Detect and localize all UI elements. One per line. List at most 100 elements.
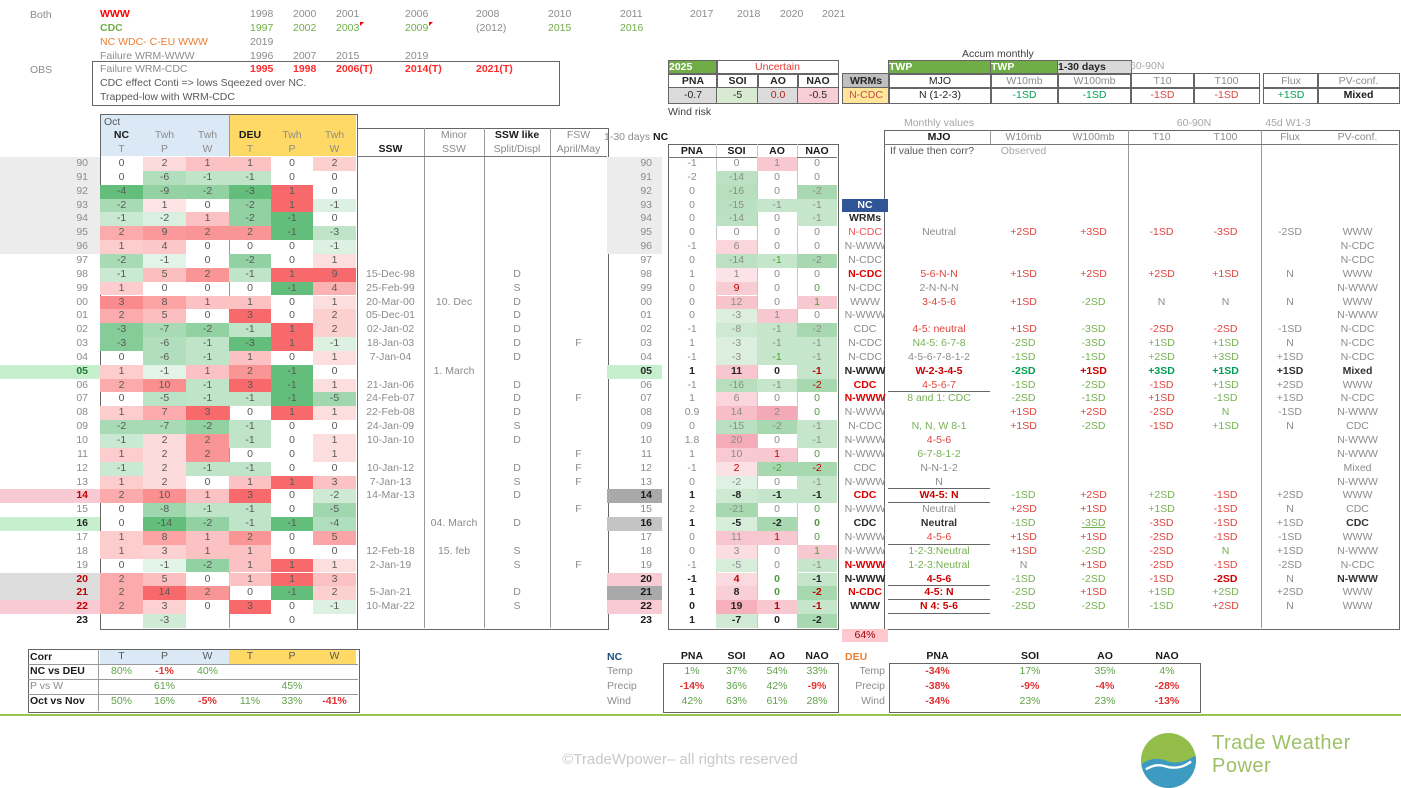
index-cell[interactable]: 0 [814,240,820,253]
ssw-date[interactable]: 22-Feb-08 [366,406,415,419]
monthly-cell[interactable]: -1SD [1081,350,1106,363]
monthly-cell[interactable]: N-WWW [1337,447,1378,460]
heat-cell[interactable]: 0 [331,544,338,557]
heat-cell[interactable]: 1 [313,253,356,268]
heat-cell[interactable]: -1 [271,364,313,379]
row-year-right[interactable]: 97 [640,253,652,266]
index-cell[interactable]: 0 [689,544,695,557]
heat-cell[interactable]: 1 [229,295,271,310]
deu-value[interactable]: -9% [1020,680,1040,692]
monthly-cell[interactable]: -1SD [1213,517,1238,530]
deu-value[interactable]: -28% [1154,680,1180,692]
ssw-type[interactable]: D [513,517,521,530]
index-cell[interactable]: 1 [689,489,695,502]
top-header-mjo[interactable]: MJO [888,73,992,89]
index-cell[interactable]: 0 [814,517,820,530]
top-header-w100mb[interactable]: W100mb [1057,73,1132,89]
index-cell[interactable]: 0 [774,184,780,197]
index-cell[interactable]: 0 [814,267,820,280]
index-cell[interactable]: 0 [689,600,695,613]
heat-cell[interactable]: 1 [313,447,356,462]
wrm-percent-cell[interactable]: 64% [842,629,888,642]
index-cell[interactable]: -1 [757,198,797,213]
index-cell[interactable]: 0 [774,503,780,516]
heat-cell[interactable]: 0 [204,475,211,488]
heat-cell[interactable]: 0 [289,434,295,446]
monthly-cell[interactable]: 6-7-8-1-2 [917,447,961,460]
row-year-right[interactable]: 06 [640,378,652,391]
monthly-cell[interactable]: Mixed [1343,461,1372,474]
heat-cell[interactable]: -1 [229,420,271,434]
index-cell[interactable]: 1 [757,309,797,324]
heat-cell[interactable]: 0 [289,614,295,627]
heat-cell[interactable]: 1 [100,281,143,296]
row-year-right[interactable]: 14 [607,489,662,504]
corr-value[interactable]: -1% [155,665,174,677]
heat-cell[interactable]: 0 [289,503,295,516]
heat-cell[interactable]: 4 [313,281,356,296]
ssw-date[interactable]: 21-Jan-06 [366,378,415,391]
monthly-cell[interactable]: CDC [1346,420,1369,433]
ssw-date[interactable]: 24-Feb-07 [366,392,415,405]
heat-cell[interactable]: 1 [186,295,229,310]
heat-cell[interactable]: 1 [229,350,271,365]
row-year-left[interactable]: 12 [76,461,88,474]
heat-cell[interactable]: -2 [313,489,356,504]
index-cell[interactable]: 0 [774,170,780,183]
monthly-cell[interactable]: N-CDC [1340,558,1375,571]
monthly-cell[interactable]: N-CDC [1340,323,1375,336]
monthly-cell[interactable]: N [1221,406,1230,419]
monthly-cell[interactable]: -1SD [1213,558,1238,571]
row-year-right[interactable]: 95 [607,226,662,241]
fsw-flag[interactable]: F [575,503,582,516]
heat-cell[interactable]: 2 [186,267,229,282]
monthly-cell[interactable]: -1SD [1011,517,1036,530]
ssw-date[interactable]: 10-Jan-12 [366,461,415,474]
heat-cell[interactable]: -2 [229,253,271,268]
monthly-cell[interactable]: -2SD [1149,530,1174,543]
index-cell[interactable]: 0 [774,434,780,446]
ssw-type[interactable]: D [513,586,521,599]
monthly-cell[interactable]: 4-5-6 [926,434,952,446]
wrm-cell[interactable]: N-WWW [844,240,886,253]
monthly-cell[interactable]: N [1286,295,1294,308]
top-header-w10mb[interactable]: W10mb [990,73,1059,89]
row-year-right[interactable]: 20 [607,572,662,587]
monthly-cell[interactable]: -2SD [1278,226,1302,239]
heat-cell[interactable]: 1 [313,350,356,365]
heat-cell[interactable]: 3 [313,475,356,490]
monthly-cell[interactable]: -2SD [1149,558,1174,571]
minor-ssw-date[interactable]: 1. March [433,364,475,377]
row-year-left[interactable]: 02 [76,323,88,336]
index-cell[interactable]: 14 [716,406,757,421]
heat-cell[interactable]: 1 [186,364,229,379]
row-year-left[interactable]: 14 [0,489,100,504]
monthly-cell[interactable]: +2SD [1212,586,1239,599]
monthly-cell[interactable]: N-CDC [1340,392,1375,405]
heat-cell[interactable]: -14 [143,517,186,531]
index-cell[interactable]: 0 [774,475,780,488]
index-cell[interactable]: -7 [716,614,757,628]
index-cell[interactable]: 1 [689,364,695,377]
monthly-cell[interactable]: N [1286,337,1294,350]
wrm-cell[interactable]: N-WWW [844,572,886,585]
heat-cell[interactable]: -7 [143,420,186,434]
corr-value[interactable]: 11% [239,695,261,707]
monthly-cell[interactable]: -2SD [1081,544,1106,557]
monthly-cell[interactable]: N-CDC [1340,350,1375,363]
minor-ssw-date[interactable]: 04. March [430,517,478,530]
heat-cell[interactable]: -1 [186,350,229,365]
heat-cell[interactable]: -1 [271,392,313,407]
monthly-cell[interactable]: WWW [1342,295,1373,308]
heat-cell[interactable]: 2 [100,309,143,324]
heat-cell[interactable]: 1 [313,558,356,573]
monthly-cell[interactable]: +1SD [1276,364,1304,377]
deu-value[interactable]: 23% [1094,695,1116,707]
heat-cell[interactable]: 0 [331,461,338,474]
row-year-right[interactable]: 12 [640,461,652,474]
index-cell[interactable]: -1 [757,350,797,365]
monthly-cell[interactable]: -3SD [1149,517,1174,530]
monthly-cell[interactable]: 2-N-N-N [919,281,959,294]
heat-cell[interactable]: 1 [229,572,271,587]
row-year-left[interactable]: 97 [76,253,88,266]
